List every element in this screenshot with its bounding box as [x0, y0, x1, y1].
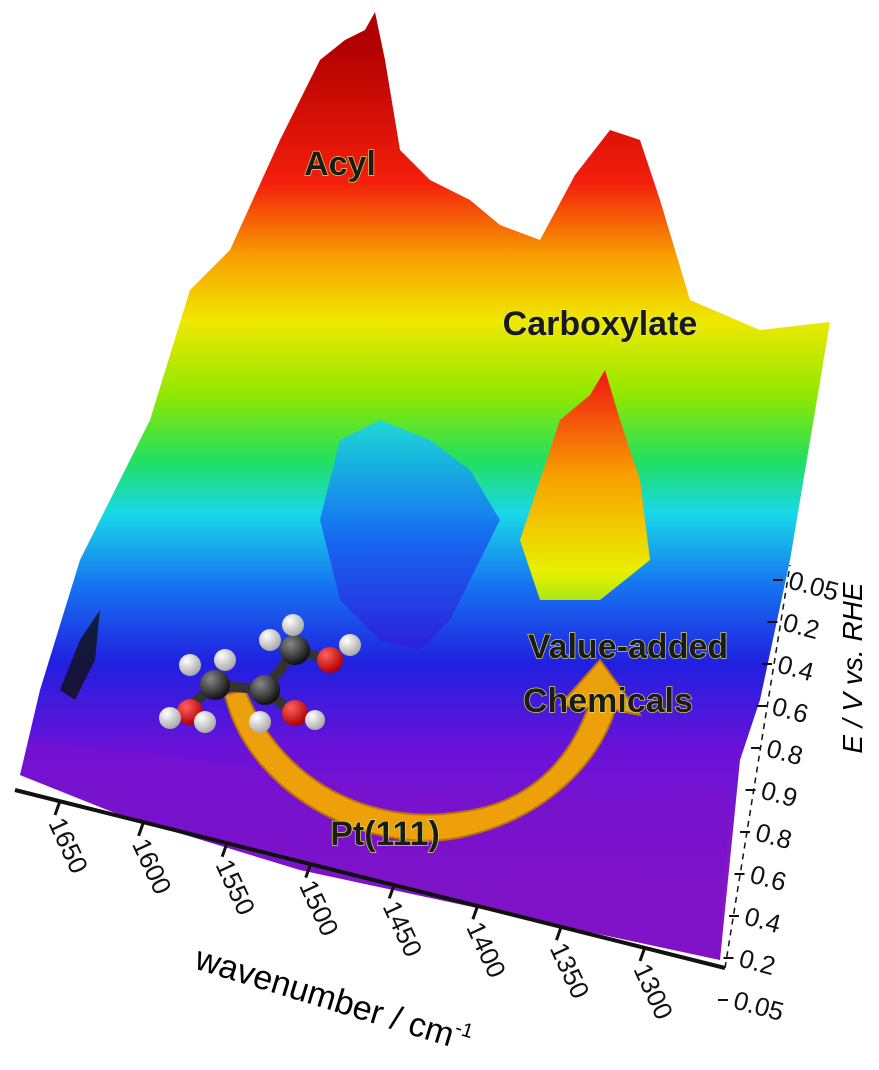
figure: Acyl Carboxylate Value-added Chemicals P…: [0, 0, 879, 1070]
annotation: Acyl: [304, 145, 376, 183]
y-tick-label: 0.2: [736, 943, 779, 981]
x-tick-label: 1400: [460, 917, 512, 982]
y-tick-label: 0.8: [763, 733, 806, 771]
annotation: Chemicals: [523, 682, 693, 720]
x-tick-label: 1350: [544, 938, 596, 1003]
x-tick-label: 1650: [43, 813, 95, 878]
y-tick-label: 0.05: [785, 565, 842, 607]
y-tick-label: 0.4: [774, 649, 817, 687]
x-axis-title: wavenumber / cm-1: [190, 938, 476, 1059]
x-tick: [55, 801, 60, 815]
y-tick-label: 0.8: [752, 817, 795, 855]
x-axis-label: wavenumber / cm: [190, 939, 459, 1054]
x-tick-label: 1450: [377, 896, 429, 961]
y-tick-label: 0.6: [769, 691, 812, 729]
y-axis-title: E / V vs. RHE: [837, 582, 868, 753]
annotation: Carboxylate: [503, 305, 698, 343]
y-tick-label: 0.6: [747, 859, 790, 897]
x-tick-label: 1600: [126, 834, 178, 899]
y-tick-label: 0.05: [730, 985, 787, 1027]
x-tick: [139, 822, 144, 836]
y-tick-label: 0.4: [741, 901, 784, 939]
y-tick-label: 0.9: [758, 775, 801, 813]
x-tick-label: 1300: [628, 959, 680, 1024]
x-tick-label: 1550: [210, 855, 262, 920]
y-tick-label: 0.2: [780, 607, 823, 645]
annotation: Pt(111): [330, 815, 440, 853]
x-tick-label: 1500: [293, 875, 345, 940]
annotation: Value-added: [528, 628, 728, 666]
